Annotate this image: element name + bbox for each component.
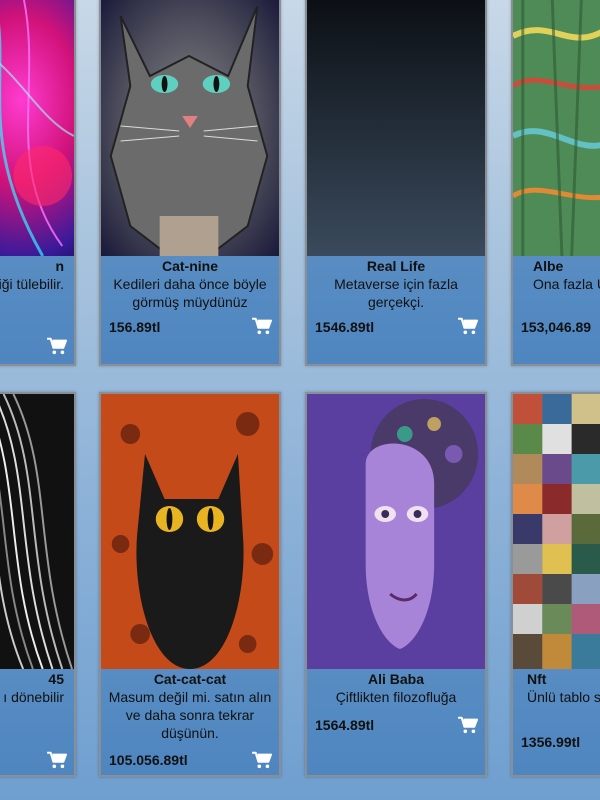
- artwork-image[interactable]: [513, 0, 600, 256]
- product-card[interactable]: Ali Baba Çiftlikten filozofluğa 1564.89t…: [305, 392, 487, 777]
- cart-icon[interactable]: [251, 317, 273, 335]
- product-card[interactable]: n s uygun stenildiği tülebilir.: [0, 0, 76, 366]
- cart-icon[interactable]: [457, 716, 479, 734]
- artwork-image[interactable]: [101, 0, 279, 256]
- product-title: n: [55, 258, 64, 274]
- product-price: 105.056.89tl: [109, 752, 188, 768]
- product-price: 1564.89tl: [315, 717, 375, 733]
- artwork-image[interactable]: [307, 0, 485, 256]
- product-price: 1356.99tl: [521, 734, 581, 750]
- product-description: Ona fazla Utan: [533, 276, 600, 292]
- product-card[interactable]: Cat-cat-cat Masum değil mi. satın alın v…: [99, 392, 281, 777]
- artwork-image[interactable]: [513, 394, 600, 669]
- product-description: Çiftlikten filozofluğa: [335, 689, 457, 705]
- product-price: 156.89tl: [109, 319, 161, 335]
- product-title: Ali Baba: [367, 671, 424, 687]
- artwork-image[interactable]: [307, 394, 485, 669]
- product-title: Cat-nine: [162, 258, 218, 274]
- product-title: 45: [48, 671, 64, 687]
- cart-icon[interactable]: [46, 751, 68, 769]
- artwork-image[interactable]: [101, 394, 279, 669]
- product-title: Albe: [533, 258, 564, 274]
- product-title: Real Life: [366, 258, 426, 274]
- artwork-image[interactable]: [0, 0, 74, 256]
- cart-icon[interactable]: [46, 337, 68, 355]
- product-description: s uygun stenildiği tülebilir.: [0, 276, 64, 292]
- product-description: Ünlü tablo sizlere s: [527, 689, 600, 705]
- product-description: Masum değil mi. satın alın ve daha sonra…: [108, 689, 272, 741]
- product-card[interactable]: 45 akında ı dönebilir: [0, 392, 76, 777]
- product-title: Nft: [527, 671, 547, 687]
- cart-icon[interactable]: [251, 751, 273, 769]
- product-description: Kedileri daha önce böyle görmüş müydünüz: [113, 276, 267, 310]
- product-description: akında ı dönebilir: [0, 689, 64, 705]
- product-card[interactable]: Real Life Metaverse için fazla gerçekçi.…: [305, 0, 487, 366]
- cart-icon[interactable]: [457, 317, 479, 335]
- product-card[interactable]: Cat-nine Kedileri daha önce böyle görmüş…: [99, 0, 281, 366]
- product-price: 1546.89tl: [315, 319, 375, 335]
- product-price: 153,046.89: [521, 319, 592, 335]
- product-description: Metaverse için fazla gerçekçi.: [334, 276, 458, 310]
- artwork-image[interactable]: [0, 394, 74, 669]
- product-card[interactable]: Nft Ünlü tablo sizlere s 1356.99tl: [511, 392, 600, 777]
- product-card[interactable]: Albe Ona fazla Utan 153,046.89: [511, 0, 600, 366]
- product-title: Cat-cat-cat: [153, 671, 227, 687]
